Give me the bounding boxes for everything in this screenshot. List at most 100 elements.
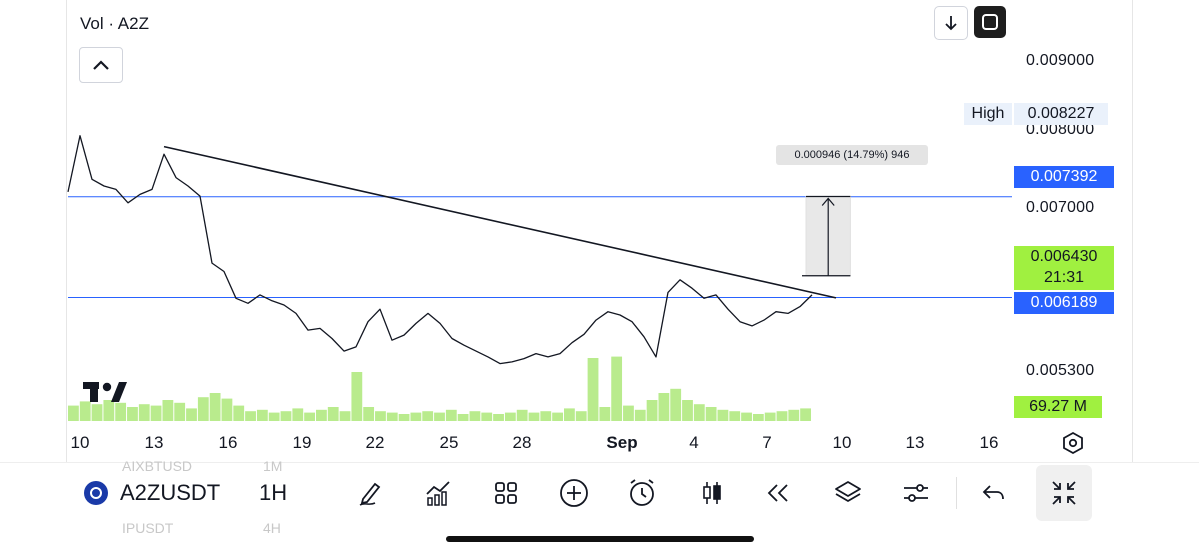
volume-bar [599, 407, 611, 421]
volume-bar [764, 412, 776, 421]
x-tick-label: 7 [762, 433, 772, 452]
x-tick-label: 28 [512, 433, 532, 452]
volume-bar [233, 405, 245, 421]
volume-bar [386, 412, 398, 421]
volume-bar [623, 405, 634, 421]
symbol-selector[interactable]: A2ZUSDT [120, 480, 221, 505]
alert-clock-icon [630, 479, 654, 506]
add-button[interactable] [556, 475, 592, 511]
x-tick-label: 13 [905, 433, 925, 452]
volume-bar [162, 400, 174, 421]
chart-right-border [1132, 0, 1133, 526]
bottom-toolbar [0, 462, 1199, 527]
volume-bar [127, 407, 138, 421]
x-tick-label: 10 [832, 433, 852, 452]
volume-bar [245, 411, 256, 421]
volume-bar [280, 411, 292, 421]
last-price-tag: 0.006430 21:31 [1014, 246, 1114, 290]
fullscreen-button[interactable] [974, 6, 1006, 38]
volume-bar [741, 412, 752, 421]
y-tick-label: 0.005300 [1026, 362, 1095, 379]
volume-bar [658, 393, 670, 421]
volume-bar [634, 409, 646, 421]
home-indicator [446, 536, 754, 542]
arrow-down-icon [945, 16, 957, 31]
exit-fullscreen-icon [1052, 481, 1076, 505]
volume-bar [174, 402, 186, 421]
indicators-icon [426, 481, 450, 506]
indicators-button[interactable] [420, 475, 456, 511]
volume-bar [682, 400, 693, 421]
volume-bar [91, 404, 103, 421]
volume-bar [528, 412, 540, 421]
price-chart[interactable] [0, 0, 1199, 462]
settings-sliders-icon [904, 484, 928, 502]
candlestick-icon [703, 482, 721, 504]
tradingview-logo-icon [83, 382, 127, 402]
volume-bar [410, 412, 422, 421]
upper-line-price-tag[interactable]: 0.007392 [1014, 166, 1114, 188]
volume-bar [469, 411, 481, 421]
volume-bar [292, 408, 304, 421]
volume-bar [68, 405, 79, 421]
chart-type-button[interactable] [694, 475, 730, 511]
layout-button[interactable] [488, 475, 524, 511]
scroll-to-latest-button[interactable] [934, 6, 968, 40]
add-plus-icon [560, 479, 588, 507]
volume-bar [150, 405, 162, 421]
trend-line[interactable] [163, 145, 837, 299]
volume-bar [351, 372, 363, 421]
collapse-button[interactable] [79, 47, 123, 83]
volume-bar [434, 412, 445, 421]
volume-bar [209, 393, 221, 421]
replay-button[interactable] [760, 475, 796, 511]
axis-settings-icon[interactable] [1061, 431, 1085, 455]
settings-button[interactable] [898, 475, 934, 511]
price-range-arrowhead [821, 197, 835, 206]
x-tick-label: 22 [365, 433, 385, 452]
x-tick-label-month: Sep [606, 433, 638, 452]
y-tick-label: 0.007000 [1026, 199, 1095, 216]
high-label: High [964, 103, 1012, 125]
volume-bar [103, 400, 115, 421]
volume-bar [800, 408, 811, 421]
volume-bar [493, 414, 504, 421]
volume-bar [729, 411, 741, 421]
undo-icon [982, 485, 1004, 500]
layers-button[interactable] [830, 475, 866, 511]
fullscreen-icon [982, 14, 998, 30]
volume-bar [363, 407, 375, 421]
volume-bar [422, 411, 434, 421]
x-tick-label: 4 [689, 433, 699, 452]
chart-left-border [66, 0, 67, 526]
lower-line-price-tag[interactable]: 0.006189 [1014, 292, 1114, 314]
price-series-line[interactable] [67, 135, 813, 365]
volume-bar [788, 409, 800, 421]
volume-bar [540, 411, 552, 421]
volume-bar [256, 409, 268, 421]
exit-fullscreen-button[interactable] [1036, 465, 1092, 521]
high-value-tag: 0.008227 [1014, 103, 1108, 125]
volume-bars [68, 356, 811, 421]
symbol-logo-icon[interactable] [84, 481, 108, 505]
volume-bar [717, 409, 729, 421]
y-tick-label: 0.009000 [1026, 52, 1095, 69]
volume-bar [327, 407, 339, 421]
interval-selector[interactable]: 1H [259, 480, 288, 505]
volume-bar [316, 409, 327, 421]
volume-bar [552, 412, 563, 421]
alert-button[interactable] [624, 475, 660, 511]
chevron-up-icon [93, 60, 109, 70]
volume-bar [481, 412, 493, 421]
volume-bar [445, 409, 457, 421]
volume-indicator-title[interactable]: Vol · A2Z [80, 14, 149, 33]
x-tick-label: 19 [292, 433, 312, 452]
x-tick-label: 13 [144, 433, 164, 452]
volume-bar [398, 414, 410, 421]
volume-bar [646, 400, 658, 421]
draw-tool-button[interactable] [352, 475, 388, 511]
ghost-interval-below: 4H [263, 520, 281, 536]
volume-value-tag: 69.27 M [1014, 396, 1102, 418]
undo-button[interactable] [976, 475, 1012, 511]
toolbar-divider [956, 477, 957, 509]
